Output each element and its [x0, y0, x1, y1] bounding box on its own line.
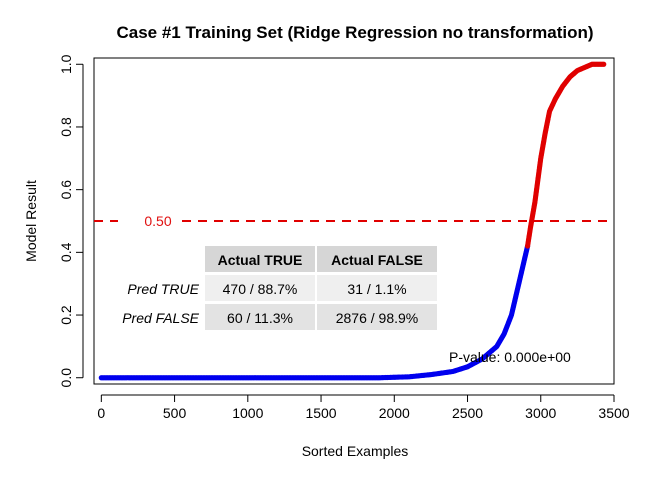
x-tick-label: 500	[163, 405, 187, 421]
x-tick-label: 1000	[232, 405, 263, 421]
confusion-matrix-table: Actual TRUE Actual FALSE Pred TRUE 470 / 88…	[122, 246, 437, 330]
p-value-annotation: P-value: 0.000e+00	[449, 349, 571, 365]
cm-cell: 60 / 11.3%	[227, 310, 293, 326]
y-tick-label: 1.0	[58, 54, 74, 74]
cm-header-label: Actual TRUE	[218, 252, 303, 268]
cm-cell-bg	[317, 275, 437, 301]
y-tick-label: 0.6	[58, 180, 74, 200]
cm-cell-bg	[317, 304, 437, 330]
cm-cell-bg	[205, 304, 315, 330]
cm-header-cell	[317, 246, 437, 272]
cm-cell-bg	[205, 275, 315, 301]
x-tick-label: 2500	[452, 405, 483, 421]
data-point	[601, 61, 607, 67]
x-axis-label: Sorted Examples	[302, 443, 409, 459]
y-tick-label: 0.2	[58, 305, 74, 325]
x-tick-label: 3500	[598, 405, 629, 421]
cm-cell: 2876 / 98.9%	[336, 310, 419, 326]
x-tick-label: 3000	[525, 405, 556, 421]
x-tick-label: 1500	[305, 405, 336, 421]
x-axis: 0 500 1000 1500 2000 2500 3000 3500	[97, 394, 630, 421]
cm-cell: 470 / 88.7%	[223, 281, 298, 297]
cm-row-label: Pred FALSE	[122, 310, 199, 326]
y-tick-label: 0.8	[58, 117, 74, 137]
cm-header-label: Actual FALSE	[331, 252, 423, 268]
threshold-line-group: 0.50	[94, 213, 614, 229]
cm-header-cell	[205, 246, 315, 272]
x-tick-label: 0	[97, 405, 105, 421]
cm-cell: 31 / 1.1%	[347, 281, 406, 297]
y-axis: 0.0 0.2 0.4 0.6 0.8 1.0	[58, 54, 84, 388]
chart-title: Case #1 Training Set (Ridge Regression n…	[116, 23, 593, 42]
y-tick-label: 0.0	[58, 368, 74, 388]
data-points	[98, 61, 607, 381]
cm-row-label: Pred TRUE	[127, 281, 199, 297]
x-tick-label: 2000	[379, 405, 410, 421]
y-axis-label: Model Result	[23, 180, 39, 262]
y-tick-label: 0.4	[58, 242, 74, 262]
threshold-label: 0.50	[144, 213, 171, 229]
